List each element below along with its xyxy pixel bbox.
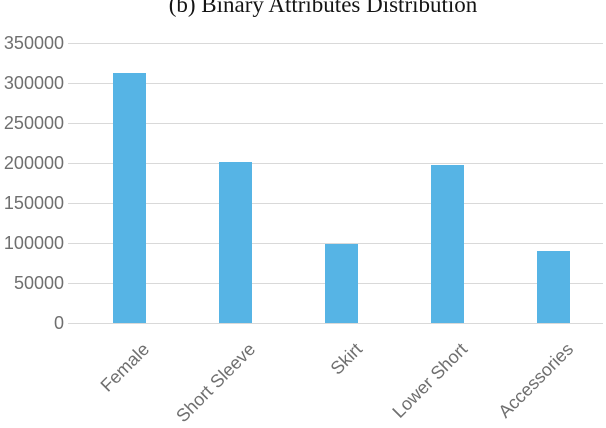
y-tick-label: 0 <box>53 313 64 333</box>
y-tick-label: 350000 <box>3 33 64 53</box>
y-tick-label: 50000 <box>13 273 64 293</box>
bar-accessories <box>537 251 570 323</box>
gridline <box>68 323 603 324</box>
bar-skirt <box>325 243 358 323</box>
y-tick-label: 250000 <box>3 113 64 133</box>
gridline <box>68 243 603 244</box>
bar-short-sleeve <box>219 162 252 323</box>
y-tick-label: 100000 <box>3 233 64 253</box>
chart-title: (b) Binary Attributes Distribution <box>168 0 478 17</box>
gridline <box>68 123 603 124</box>
y-tick-label: 150000 <box>3 193 64 213</box>
x-tick-label: Skirt <box>326 339 366 379</box>
gridline <box>68 163 603 164</box>
x-tick-label: Short Sleeve <box>172 339 260 427</box>
bar-female <box>113 72 146 323</box>
x-tick-label: Female <box>97 339 154 396</box>
y-tick-label: 300000 <box>3 73 64 93</box>
gridline <box>68 83 603 84</box>
gridline <box>68 43 603 44</box>
bar-lower-short <box>431 165 464 323</box>
x-tick-label: Lower Short <box>388 339 472 422</box>
y-tick-label: 200000 <box>3 153 64 173</box>
gridline <box>68 203 603 204</box>
x-tick-label: Accessories <box>494 339 578 422</box>
